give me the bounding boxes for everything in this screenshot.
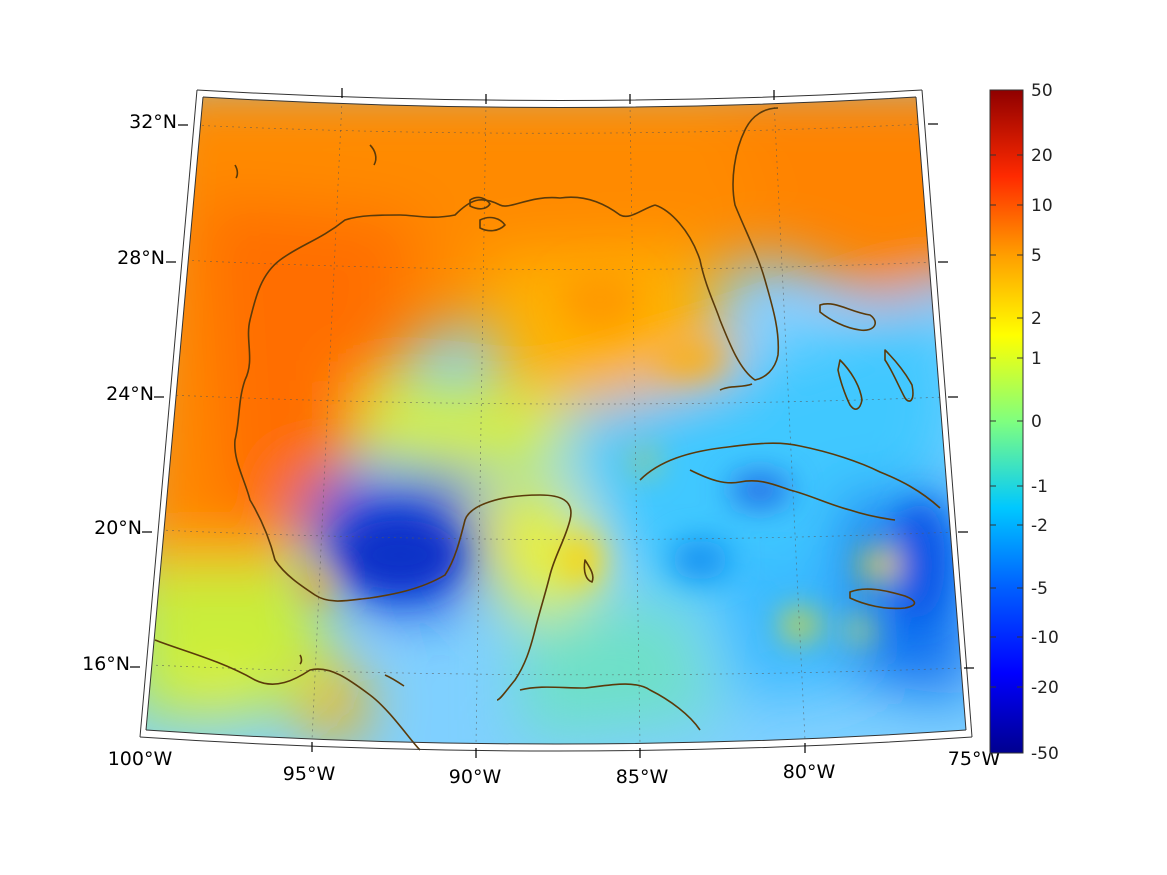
coastlines — [154, 107, 941, 751]
lat-label-28n: 28°N — [117, 247, 165, 269]
colorbar-label: -10 — [1031, 628, 1059, 648]
colorbar-label: -1 — [1031, 477, 1048, 497]
colorbar-label: 5 — [1031, 246, 1042, 266]
lon-label-80w: 80°W — [783, 761, 836, 783]
lon-label-95w: 95°W — [283, 763, 336, 785]
lat-label-32n: 32°N — [129, 111, 177, 133]
lon-label-75w: 75°W — [948, 748, 1001, 770]
colorbar-label: 50 — [1031, 81, 1053, 101]
colorbar-label: 0 — [1031, 412, 1042, 432]
lat-label-24n: 24°N — [106, 383, 154, 405]
colorbar-label: -5 — [1031, 579, 1048, 599]
lon-label-100w: 100°W — [108, 748, 173, 770]
colorbar-label: -20 — [1031, 678, 1059, 698]
lon-label-85w: 85°W — [616, 766, 669, 788]
lat-label-16n: 16°N — [82, 653, 130, 675]
longitude-labels: 100°W 95°W 90°W 85°W 80°W 75°W — [108, 748, 1001, 788]
graticule — [149, 99, 963, 744]
lat-label-20n: 20°N — [94, 517, 142, 539]
colorbar-label: 2 — [1031, 309, 1042, 329]
lon-label-90w: 90°W — [449, 766, 502, 788]
map-frame — [130, 88, 974, 758]
colorbar-label: -50 — [1031, 744, 1059, 764]
colorbar-label: 10 — [1031, 196, 1053, 216]
colorbar-label: 1 — [1031, 349, 1042, 369]
data-field — [146, 97, 966, 744]
colorbar-label: -2 — [1031, 516, 1048, 536]
colorbar-label: 20 — [1031, 146, 1053, 166]
latitude-labels: 32°N 28°N 24°N 20°N 16°N — [82, 111, 177, 675]
